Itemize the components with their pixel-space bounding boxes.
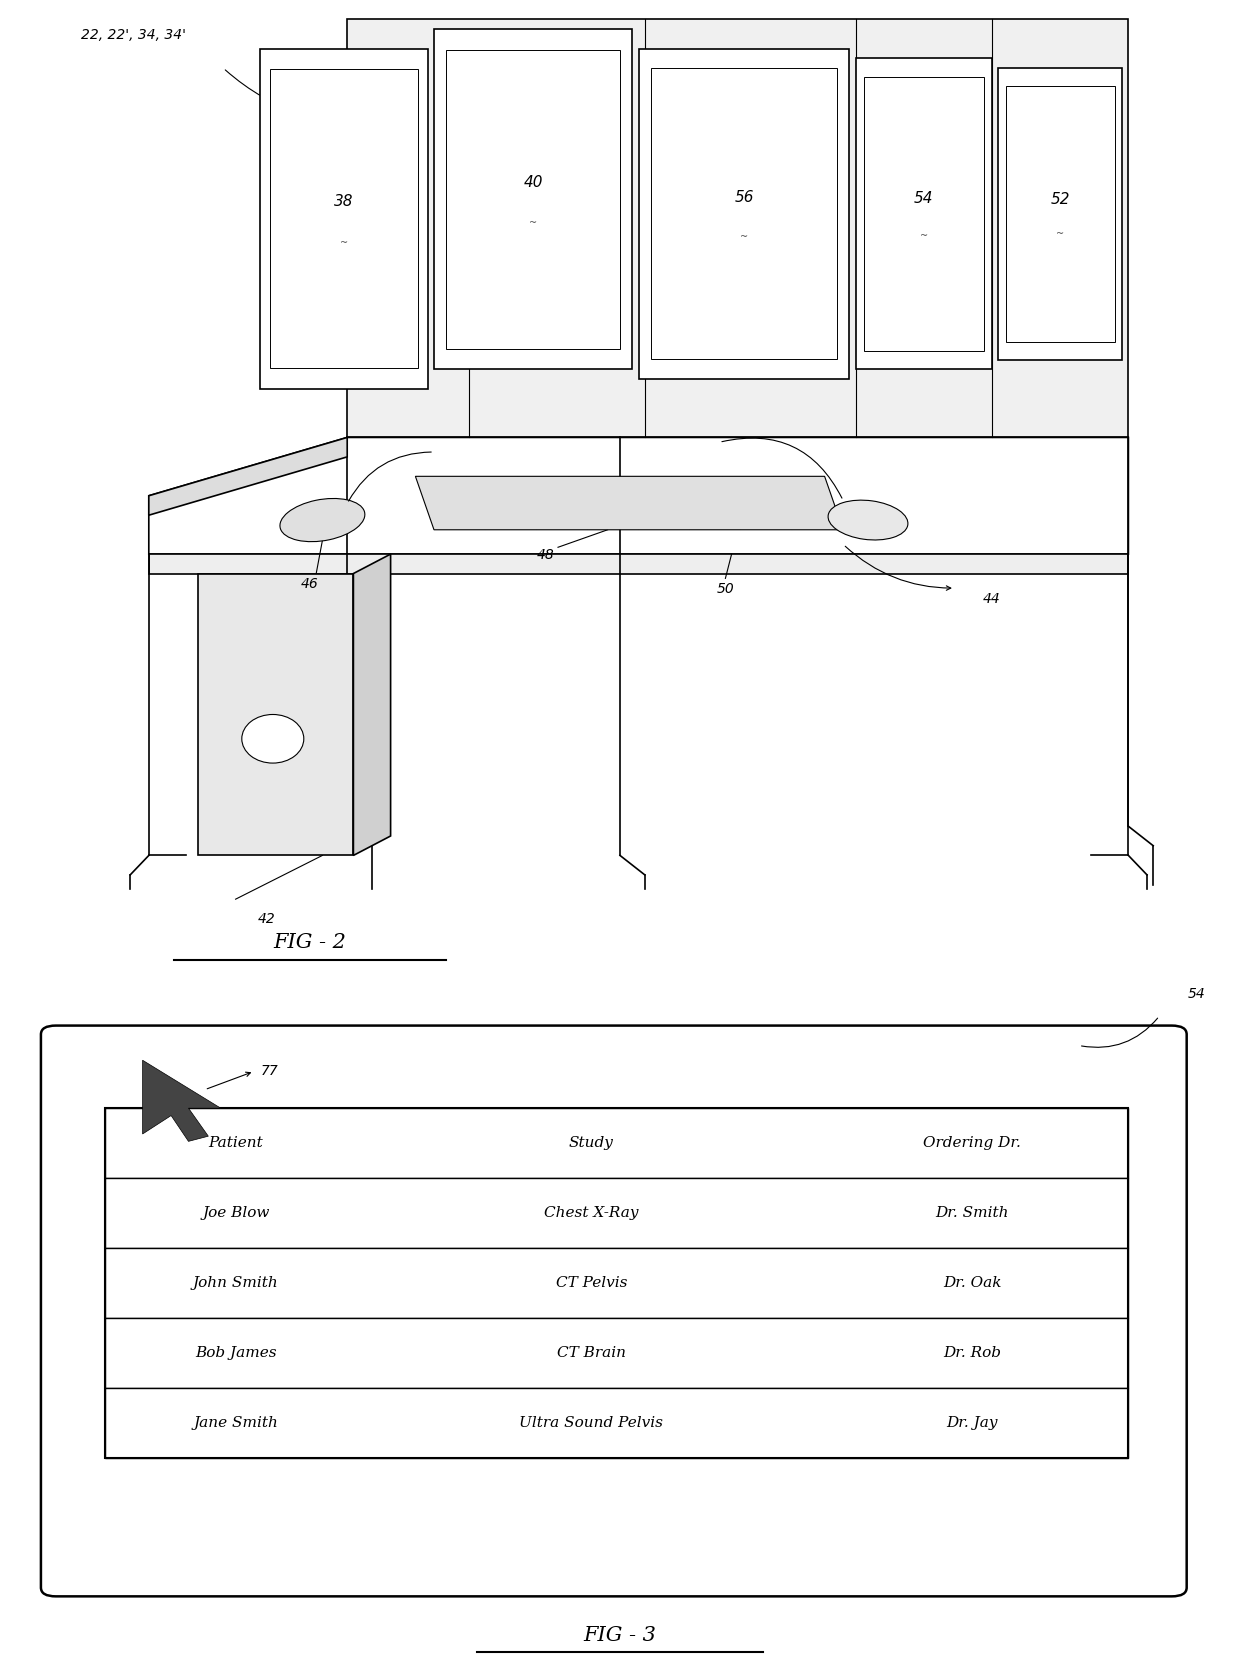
Text: 46: 46 [301,577,319,592]
Bar [260,49,428,389]
Polygon shape [149,555,1128,573]
Polygon shape [143,1061,221,1141]
Bar [864,77,983,350]
Ellipse shape [828,499,908,540]
Text: 38: 38 [335,194,353,210]
Bar [270,69,418,369]
Polygon shape [353,555,391,855]
Text: ~: ~ [340,238,348,248]
Text: 77: 77 [260,1064,278,1078]
Bar [639,49,849,379]
Text: 44: 44 [983,592,1001,605]
Text: 48: 48 [537,548,554,561]
Text: 50: 50 [717,582,734,597]
FancyArrowPatch shape [207,1073,250,1089]
Text: 54: 54 [914,191,934,206]
Bar [651,69,837,359]
Text: Chest X-Ray: Chest X-Ray [544,1207,639,1220]
Bar [105,1108,1128,1458]
Text: 56: 56 [734,189,754,204]
Bar [434,28,632,369]
Polygon shape [347,20,1128,437]
FancyArrowPatch shape [846,546,951,590]
Bar [446,50,620,349]
Text: Dr. Smith: Dr. Smith [936,1207,1009,1220]
Text: 40: 40 [523,174,543,189]
Text: ~: ~ [740,231,748,241]
Text: Dr. Jay: Dr. Jay [946,1416,998,1430]
Text: ~: ~ [1056,230,1064,240]
Ellipse shape [280,498,365,541]
Bar [105,1319,1128,1388]
Text: ~: ~ [920,231,928,241]
Text: Bob James: Bob James [195,1346,277,1361]
FancyArrowPatch shape [226,70,393,121]
Polygon shape [149,437,1128,555]
Polygon shape [149,437,347,515]
FancyArrowPatch shape [348,453,432,501]
Bar [1006,85,1115,342]
Text: Ultra Sound Pelvis: Ultra Sound Pelvis [520,1416,663,1430]
Bar [105,1388,1128,1458]
Bar [105,1178,1128,1249]
FancyArrowPatch shape [722,437,842,498]
Bar [856,59,992,369]
FancyBboxPatch shape [41,1026,1187,1596]
Text: Study: Study [569,1136,614,1150]
Bar [105,1249,1128,1319]
Text: 54: 54 [1188,987,1205,1001]
Text: Joe Blow: Joe Blow [202,1207,269,1220]
Text: Dr. Oak: Dr. Oak [944,1277,1002,1291]
Text: Patient: Patient [208,1136,263,1150]
Text: 22, 22', 34, 34': 22, 22', 34, 34' [81,28,186,42]
Text: FIG - 3: FIG - 3 [584,1626,656,1644]
Text: 42: 42 [258,912,275,927]
Text: Jane Smith: Jane Smith [193,1416,278,1430]
Bar [998,69,1122,360]
Text: CT Brain: CT Brain [557,1346,626,1361]
Polygon shape [198,573,353,855]
Text: John Smith: John Smith [193,1277,279,1291]
Polygon shape [415,476,843,530]
Text: ~: ~ [529,218,537,228]
Text: CT Pelvis: CT Pelvis [556,1277,627,1291]
Text: Ordering Dr.: Ordering Dr. [924,1136,1022,1150]
Text: FIG - 2: FIG - 2 [274,934,346,952]
FancyArrowPatch shape [1081,1017,1158,1048]
Bar [105,1108,1128,1178]
Text: 52: 52 [1050,191,1070,206]
Circle shape [242,714,304,763]
Text: Dr. Rob: Dr. Rob [944,1346,1002,1361]
